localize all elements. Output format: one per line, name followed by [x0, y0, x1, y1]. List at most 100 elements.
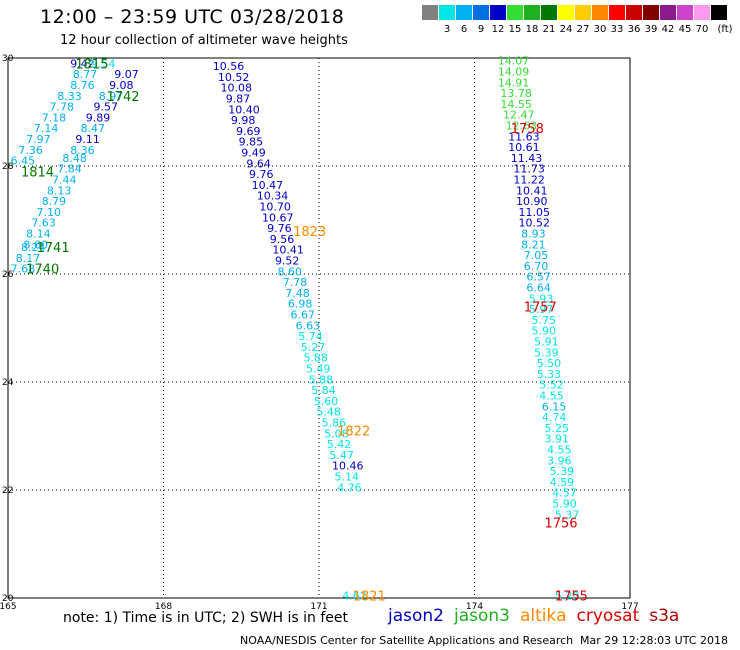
legend-label: 27	[576, 24, 590, 35]
pass-time-label: 1822	[337, 425, 370, 440]
wave-height-point: 6.64	[526, 282, 551, 295]
wave-height-point: 8.13	[47, 184, 72, 197]
wave-height-point: 5.27	[301, 341, 326, 354]
wave-height-point: 6.67	[290, 309, 315, 322]
wave-height-point: 7.10	[37, 206, 62, 219]
wave-height-point: 6.63	[296, 319, 321, 332]
wave-height-point: 7.14	[34, 122, 59, 135]
legend-swatch	[592, 5, 608, 20]
wave-height-point: 9.69	[236, 125, 260, 138]
legend-swatch	[422, 5, 438, 20]
wave-height-point: 6.98	[288, 298, 313, 311]
wave-height-point: 7.36	[18, 144, 43, 157]
wave-height-point: 5.90	[552, 498, 577, 511]
legend-label: 12	[491, 24, 505, 35]
wave-height-point: 5.88	[309, 373, 334, 386]
wave-height-point: 9.85	[239, 136, 263, 149]
legend-swatch	[490, 5, 506, 20]
satellite-label: s3a	[649, 606, 680, 626]
wave-height-point: 5.75	[532, 314, 557, 327]
wave-height-point: 8.79	[42, 195, 67, 208]
legend-label: 15	[508, 24, 522, 35]
legend-swatch	[507, 5, 523, 20]
wave-height-point: 9.11	[75, 133, 100, 146]
wave-height-point: 4.57	[552, 487, 577, 500]
wave-height-point: 9.42	[70, 57, 95, 70]
wave-height-point: 10.52	[519, 217, 551, 230]
wave-height-point: 8.36	[70, 144, 95, 157]
pass-time-label: 1758	[511, 122, 544, 137]
wave-height-point: 7.48	[285, 287, 310, 300]
wave-height-point: 8.93	[521, 228, 546, 241]
wave-height-point: 5.33	[537, 368, 562, 381]
wave-height-point: 8.48	[62, 152, 87, 165]
wave-height-point: 10.46	[332, 460, 364, 473]
wave-height-point: 5.39	[534, 346, 559, 359]
legend-label: 18	[525, 24, 539, 35]
legend-label: 9	[477, 24, 485, 35]
wave-height-point: 11.43	[511, 152, 543, 165]
wave-height-point: 5.14	[335, 471, 360, 484]
legend-label: 42	[661, 24, 675, 35]
wave-height-point: 10.40	[228, 103, 260, 116]
wave-height-point: 10.34	[257, 190, 289, 203]
footer-timestamp: Mar 29 12:28:03 UTC 2018	[580, 634, 728, 647]
x-tick-label: 177	[621, 602, 638, 612]
wave-height-point: 14.07	[498, 55, 530, 68]
wave-height-point: 8.21	[521, 238, 546, 251]
y-tick-label: 26	[2, 270, 14, 280]
y-tick-label: 28	[2, 162, 14, 172]
wave-height-point: 8.60	[24, 238, 49, 251]
wave-height-point: 11.73	[513, 163, 545, 176]
wave-height-point: 10.41	[272, 244, 304, 257]
satellite-label: jason3	[454, 606, 510, 626]
wave-height-point: 4.55	[547, 444, 572, 457]
wave-height-point: 5.47	[329, 449, 354, 462]
pass-time-label: 1815	[75, 57, 108, 72]
legend-swatch	[609, 5, 625, 20]
wave-height-point: 5.74	[298, 330, 323, 343]
wave-height-point: 5.52	[539, 379, 564, 392]
wave-height-point: 6.57	[526, 271, 551, 284]
wave-height-point: 4.59	[550, 476, 575, 489]
y-tick-label: 20	[2, 594, 14, 604]
wave-height-point: 10.70	[259, 201, 291, 214]
wave-height-point: 4.55	[539, 390, 564, 403]
wave-height-point: 5.48	[316, 406, 341, 419]
wave-height-point: 5.84	[311, 384, 336, 397]
chart-subtitle: 12 hour collection of altimeter wave hei…	[60, 33, 348, 48]
satellite-legend: jason2 jason3 altika cryosat s3a	[388, 606, 689, 626]
wave-height-point: 6.45	[11, 155, 36, 168]
wave-height-point: 6.15	[542, 400, 567, 413]
legend-swatch	[524, 5, 540, 20]
wave-height-point: 6.70	[524, 260, 549, 273]
pass-time-label: 1741	[37, 241, 70, 256]
wave-height-point: 7.18	[42, 111, 67, 124]
legend-swatch	[694, 5, 710, 20]
wave-height-point: 5.90	[532, 325, 557, 338]
wave-height-point: 10.47	[252, 179, 284, 192]
pass-time-label: 1821	[353, 589, 386, 604]
legend-label: 39	[644, 24, 658, 35]
legend-label: 21	[542, 24, 556, 35]
wave-height-point: 11.05	[519, 206, 551, 219]
wave-height-point: 4.74	[542, 411, 567, 424]
wave-height-point: 10.67	[262, 211, 294, 224]
wave-height-point: 11.63	[508, 130, 539, 143]
wave-height-point: 7.44	[52, 174, 77, 187]
wave-height-point: 4.62	[342, 589, 367, 602]
legend-label: 36	[627, 24, 641, 35]
legend-swatch	[541, 5, 557, 20]
wave-height-point: 8.77	[73, 68, 98, 81]
wave-height-point: 5.08	[324, 427, 349, 440]
wave-height-point: 9.08	[109, 79, 134, 92]
wave-height-point: 14.91	[498, 76, 530, 89]
wave-height-point: 9.52	[275, 255, 300, 268]
wave-height-point: 5.91	[534, 336, 559, 349]
wave-height-point: 12.47	[503, 109, 534, 122]
wave-height-point: 7.68	[11, 263, 36, 276]
wave-height-point: 9.89	[86, 111, 111, 124]
wave-height-point: 10.08	[221, 82, 253, 95]
wave-height-point: 7.05	[524, 249, 549, 262]
